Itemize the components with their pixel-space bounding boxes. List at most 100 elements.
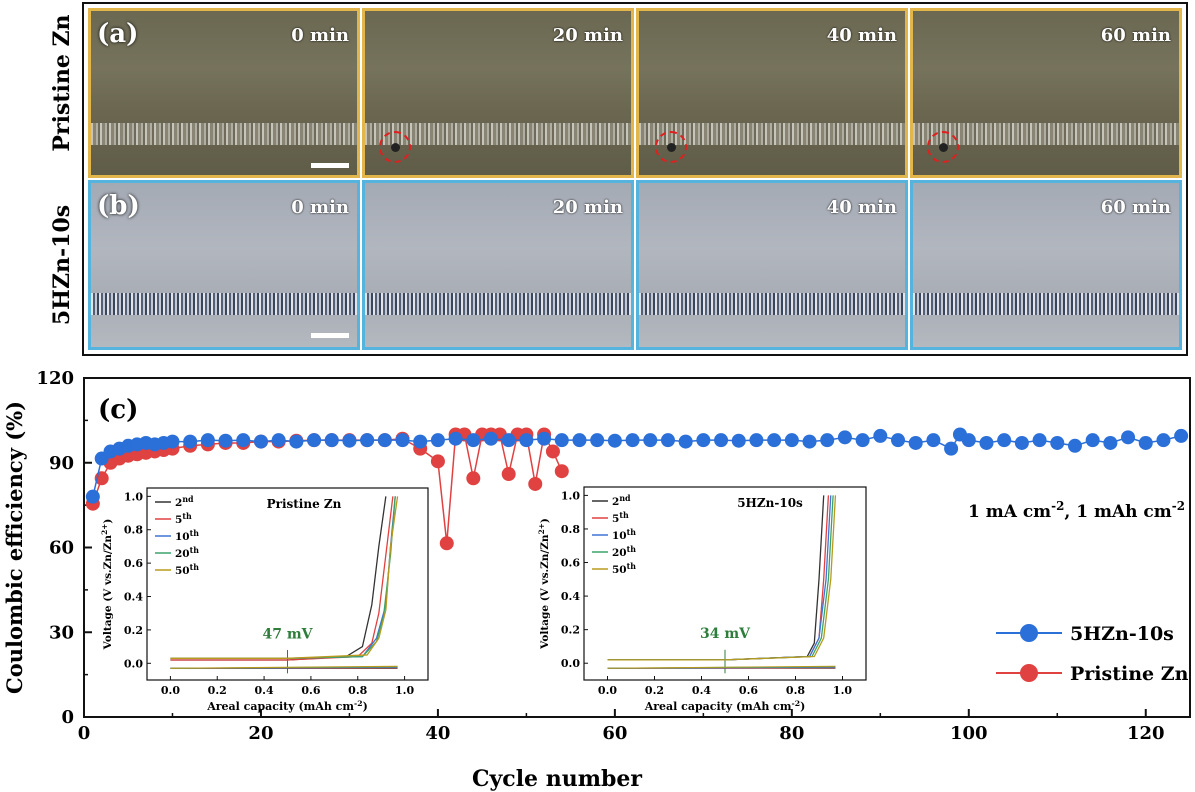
- data-point-pristine-zn: [439, 536, 454, 551]
- y-tick-label: 30: [49, 622, 74, 643]
- inset-legend-label: 5th: [612, 511, 629, 526]
- data-point-5hzn-10s: [85, 489, 100, 504]
- y-tick-label: 60: [49, 538, 74, 559]
- inset-x-tick-label: 0.8: [348, 684, 367, 697]
- data-point-5hzn-10s: [377, 433, 392, 448]
- inset-x-tick-label: 0.2: [208, 684, 227, 697]
- time-label: 0 min: [291, 197, 349, 218]
- inset-x-tick-label: 0.4: [692, 684, 711, 697]
- data-point-5hzn-10s: [271, 433, 286, 448]
- legend-marker: [1020, 624, 1038, 642]
- dendrite-marker: [927, 131, 959, 163]
- inset-legend-label: 2nd: [175, 495, 194, 510]
- inset-curve: [607, 495, 837, 661]
- micrograph-5hzn-40min: 40 min: [636, 180, 908, 350]
- data-point-5hzn-10s: [979, 435, 994, 450]
- micrograph-pristine-40min: 40 min: [636, 8, 908, 178]
- data-point-5hzn-10s: [1067, 438, 1082, 453]
- data-point-5hzn-10s: [908, 435, 923, 450]
- inset-x-tick-label: 0.0: [161, 684, 180, 697]
- inset-title: Pristine Zn: [267, 497, 342, 511]
- data-point-5hzn-10s: [413, 434, 428, 449]
- data-point-5hzn-10s: [1138, 435, 1153, 450]
- data-point-5hzn-10s: [1085, 433, 1100, 448]
- time-label: 20 min: [552, 25, 623, 46]
- test-condition-annotation: 1 mA cm-2, 1 mAh cm-2: [968, 499, 1185, 522]
- x-tick-label: 80: [779, 723, 804, 744]
- inset-x-tick-label: 0.2: [645, 684, 664, 697]
- inset-y-tick-label: 0.8: [561, 523, 580, 536]
- inset-legend-label: 2nd: [612, 494, 631, 509]
- micrograph-panel: Pristine Zn 5HZn-10s (a) 0 min 20 min 40…: [49, 2, 1188, 356]
- data-point-5hzn-10s: [749, 433, 764, 448]
- data-point-pristine-zn: [466, 471, 481, 486]
- data-point-5hzn-10s: [767, 433, 782, 448]
- inset-x-tick-label: 0.4: [255, 684, 274, 697]
- data-point-5hzn-10s: [466, 433, 481, 448]
- data-point-5hzn-10s: [837, 430, 852, 445]
- inset-frame: [146, 487, 429, 681]
- data-point-5hzn-10s: [448, 431, 463, 446]
- time-label: 60 min: [1100, 197, 1171, 218]
- y-tick-label: 0: [61, 707, 74, 728]
- data-point-5hzn-10s: [784, 433, 799, 448]
- micrograph-pristine-20min: 20 min: [362, 8, 634, 178]
- inset-y-tick-label: 0.8: [124, 524, 143, 537]
- inset-y-axis-label: Voltage (V vs.Zn/Zn2+): [100, 519, 115, 651]
- data-point-5hzn-10s: [236, 433, 251, 448]
- data-point-5hzn-10s: [324, 433, 339, 448]
- micrograph-5hzn-20min: 20 min: [362, 180, 634, 350]
- data-point-5hzn-10s: [607, 433, 622, 448]
- inset-y-tick-label: 0.6: [561, 557, 580, 570]
- data-point-5hzn-10s: [625, 433, 640, 448]
- data-point-5hzn-10s: [820, 433, 835, 448]
- micrograph-5hzn-60min: 60 min: [910, 180, 1182, 350]
- data-point-5hzn-10s: [1174, 428, 1189, 443]
- inset-y-tick-label: 1.0: [124, 490, 143, 503]
- inset-curve-plating: [170, 665, 398, 669]
- data-point-5hzn-10s: [218, 433, 233, 448]
- inset-y-tick-label: 0.2: [124, 624, 143, 637]
- data-point-5hzn-10s: [501, 433, 516, 448]
- data-point-pristine-zn: [554, 464, 569, 479]
- inset-y-tick-label: 0.6: [124, 557, 143, 570]
- data-point-5hzn-10s: [307, 433, 322, 448]
- inset-y-tick-label: 1.0: [561, 489, 580, 502]
- x-tick-label: 100: [950, 723, 988, 744]
- data-point-5hzn-10s: [342, 433, 357, 448]
- time-label: 0 min: [291, 25, 349, 46]
- data-point-5hzn-10s: [944, 441, 959, 456]
- data-point-5hzn-10s: [484, 431, 499, 446]
- micrograph-pristine-60min: 60 min: [910, 8, 1182, 178]
- panel-a-tag: (a): [97, 19, 139, 49]
- data-point-5hzn-10s: [360, 433, 375, 448]
- inset-y-tick-label: 0.0: [561, 657, 580, 670]
- overpotential-label: 47 mV: [262, 626, 313, 642]
- x-tick-label: 0: [78, 723, 91, 744]
- data-point-5hzn-10s: [1103, 435, 1118, 450]
- inset-x-tick-label: 0.6: [739, 684, 758, 697]
- inset-legend-label: 50th: [175, 563, 199, 578]
- data-point-5hzn-10s: [165, 434, 180, 449]
- data-point-5hzn-10s: [200, 433, 215, 448]
- data-point-5hzn-10s: [289, 434, 304, 449]
- data-point-5hzn-10s: [997, 433, 1012, 448]
- inset-x-tick-label: 1.0: [833, 684, 852, 697]
- inset-curve-plating: [607, 665, 836, 669]
- x-tick-label: 40: [425, 723, 450, 744]
- data-point-5hzn-10s: [696, 433, 711, 448]
- data-point-pristine-zn: [501, 467, 516, 482]
- legend-marker: [1020, 664, 1038, 682]
- data-point-5hzn-10s: [253, 434, 268, 449]
- inset-title: 5HZn-10s: [737, 496, 803, 510]
- inset-legend-label: 10th: [612, 528, 636, 543]
- inset-x-tick-label: 0.6: [301, 684, 320, 697]
- panel-b-tag: (b): [97, 191, 140, 221]
- legend-label: Pristine Zn: [1070, 663, 1189, 685]
- overpotential-label: 34 mV: [700, 626, 751, 642]
- data-point-5hzn-10s: [891, 433, 906, 448]
- time-label: 20 min: [552, 197, 623, 218]
- data-point-pristine-zn: [528, 476, 543, 491]
- data-point-5hzn-10s: [660, 433, 675, 448]
- x-tick-label: 20: [248, 723, 273, 744]
